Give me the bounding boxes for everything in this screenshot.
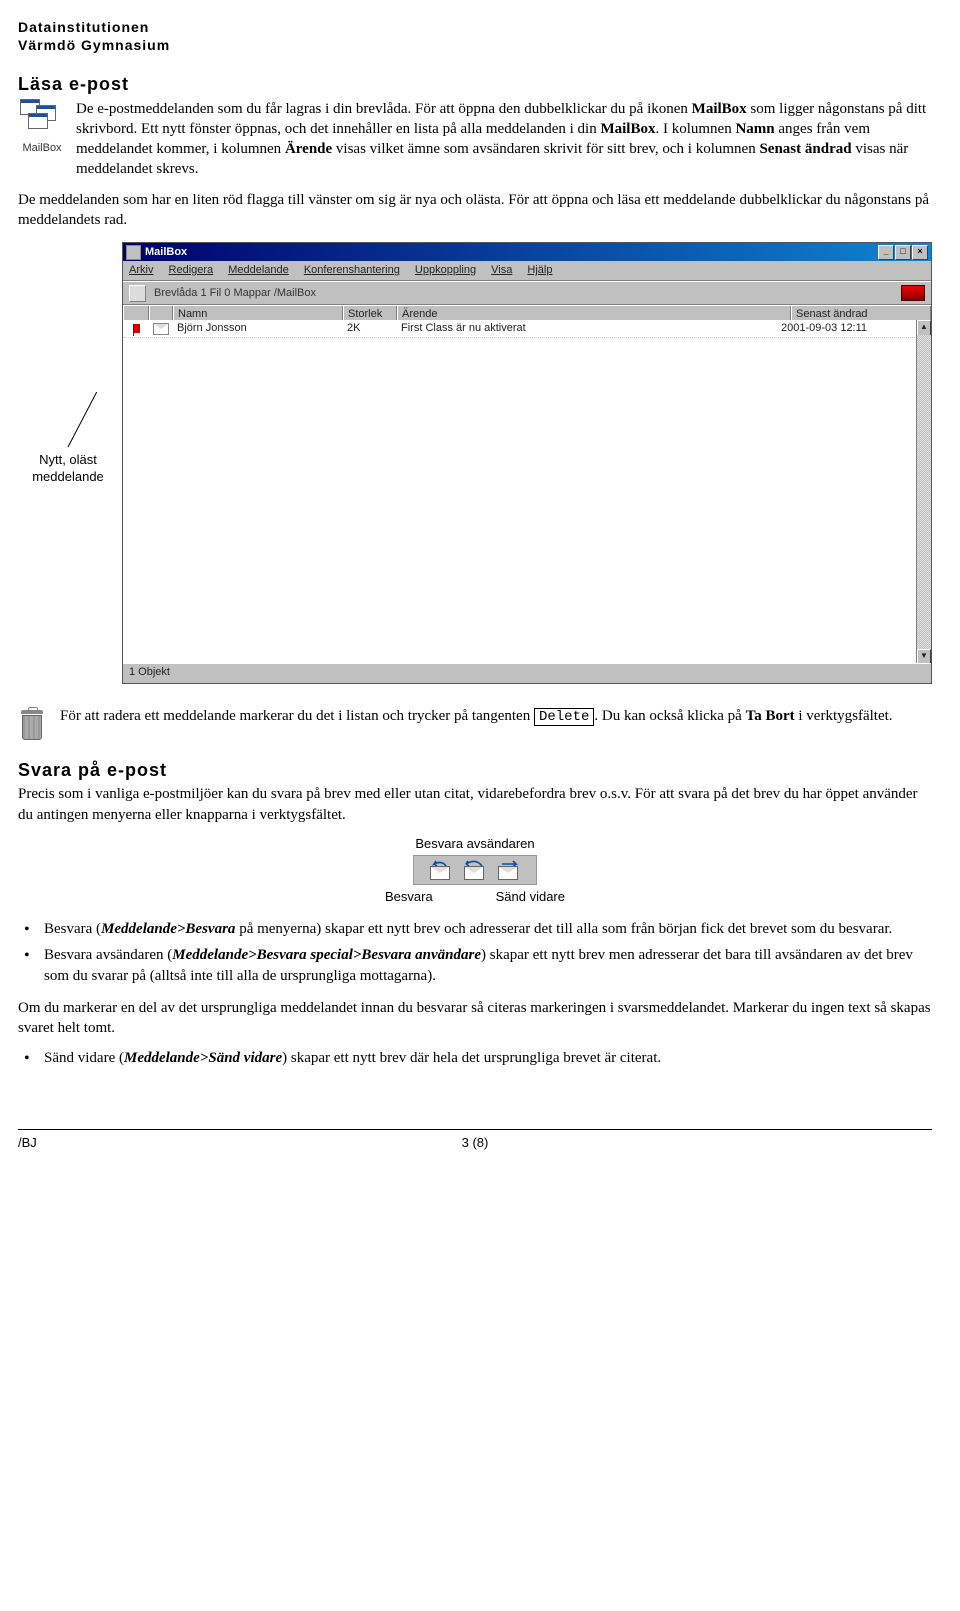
trash-icon xyxy=(18,708,46,740)
table-row[interactable]: Björn Jonsson 2K First Class är nu aktiv… xyxy=(123,320,917,338)
menu-redigera[interactable]: Redigera xyxy=(169,264,214,276)
reply-block: Besvara avsändaren Besvara Sänd vidare xyxy=(385,835,565,905)
intro-block: MailBox De e-postmeddelanden som du får … xyxy=(18,99,932,190)
menu-uppkoppling[interactable]: Uppkoppling xyxy=(415,264,476,276)
pointer-line-icon xyxy=(18,392,118,452)
scroll-track[interactable] xyxy=(917,335,931,650)
toolbar-text: Brevlåda 1 Fil 0 Mappar /MailBox xyxy=(154,286,316,301)
envelope-icon xyxy=(153,323,169,335)
reply-bottom-labels: Besvara Sänd vidare xyxy=(385,888,565,906)
annotation-col: Nytt, oläst meddelande xyxy=(18,242,118,486)
section-title-reply: Svara på e-post xyxy=(18,758,932,782)
menu-arkiv[interactable]: Arkiv xyxy=(129,264,153,276)
list-item: Sänd vidare (Meddelande>Sänd vidare) ska… xyxy=(18,1048,932,1068)
status-text: 1 Objekt xyxy=(129,666,170,678)
titlebar: MailBox _ □ × xyxy=(123,243,931,261)
scroll-up-icon[interactable]: ▲ xyxy=(917,320,931,336)
menu-konferens[interactable]: Konferenshantering xyxy=(304,264,400,276)
reply-icon[interactable] xyxy=(428,860,454,880)
annotation-text: Nytt, oläst meddelande xyxy=(18,452,118,486)
intro-text: De e-postmeddelanden som du får lagras i… xyxy=(76,99,932,190)
reply-left-label: Besvara xyxy=(385,888,433,906)
reply-sender-icon[interactable] xyxy=(462,860,488,880)
footer-center: 3 (8) xyxy=(18,1134,932,1152)
menubar[interactable]: Arkiv Redigera Meddelande Konferenshante… xyxy=(123,261,931,281)
header-line1: Datainstitutionen xyxy=(18,18,932,36)
mailbox-caption: MailBox xyxy=(18,141,66,156)
bullet-list-2: Sänd vidare (Meddelande>Sänd vidare) ska… xyxy=(18,1048,932,1068)
row-icon xyxy=(149,323,173,335)
bullet-list-1: Besvara (Meddelande>Besvara på menyerna)… xyxy=(18,919,932,986)
menu-hjalp[interactable]: Hjälp xyxy=(527,264,552,276)
para2: De meddelanden som har en liten röd flag… xyxy=(18,190,932,231)
reply-icons xyxy=(413,855,537,885)
maximize-button[interactable]: □ xyxy=(895,245,911,260)
menu-visa[interactable]: Visa xyxy=(491,264,512,276)
list-item: Besvara avsändaren (Meddelande>Besvara s… xyxy=(18,945,932,986)
screenshot-row: Nytt, oläst meddelande MailBox _ □ × Ark… xyxy=(18,242,932,684)
unread-flag-icon xyxy=(133,324,140,333)
reply-top-label: Besvara avsändaren xyxy=(385,835,565,853)
scrollbar[interactable]: ▲ ▼ xyxy=(916,320,931,665)
delete-para: För att radera ett meddelande markerar d… xyxy=(60,706,893,727)
forward-icon[interactable] xyxy=(496,860,522,880)
message-list: Björn Jonsson 2K First Class är nu aktiv… xyxy=(123,320,917,665)
toolbar-brand-icon xyxy=(901,285,925,301)
reply-para: Precis som i vanliga e-postmiljöer kan d… xyxy=(18,784,932,825)
row-date: 2001-09-03 12:11 xyxy=(777,321,917,336)
section-title-read: Läsa e-post xyxy=(18,72,932,96)
window-icon xyxy=(126,245,141,260)
close-button[interactable]: × xyxy=(912,245,928,260)
header-line2: Värmdö Gymnasium xyxy=(18,36,932,54)
footer: /BJ 3 (8) xyxy=(18,1129,932,1152)
mailbox-icon xyxy=(20,99,64,133)
statusbar: 1 Objekt xyxy=(123,663,931,683)
menu-meddelande[interactable]: Meddelande xyxy=(228,264,289,276)
row-subject: First Class är nu aktiverat xyxy=(397,321,777,336)
list-item: Besvara (Meddelande>Besvara på menyerna)… xyxy=(18,919,932,939)
mailbox-icon-wrap: MailBox xyxy=(18,99,66,156)
toolbar-icon[interactable] xyxy=(129,285,146,302)
mailbox-window: MailBox _ □ × Arkiv Redigera Meddelande … xyxy=(122,242,932,684)
minimize-button[interactable]: _ xyxy=(878,245,894,260)
row-name: Björn Jonsson xyxy=(173,321,343,336)
row-flag xyxy=(123,324,149,333)
delete-row: För att radera ett meddelande markerar d… xyxy=(18,706,932,740)
toolbar: Brevlåda 1 Fil 0 Mappar /MailBox xyxy=(123,281,931,305)
para1: De e-postmeddelanden som du får lagras i… xyxy=(76,99,932,180)
reply-right-label: Sänd vidare xyxy=(496,888,565,906)
window-title: MailBox xyxy=(145,245,187,260)
cite-para: Om du markerar en del av det ursprunglig… xyxy=(18,998,932,1039)
row-size: 2K xyxy=(343,321,397,336)
window-buttons: _ □ × xyxy=(878,245,928,260)
doc-header: Datainstitutionen Värmdö Gymnasium xyxy=(18,18,932,54)
delete-key: Delete xyxy=(534,708,594,726)
